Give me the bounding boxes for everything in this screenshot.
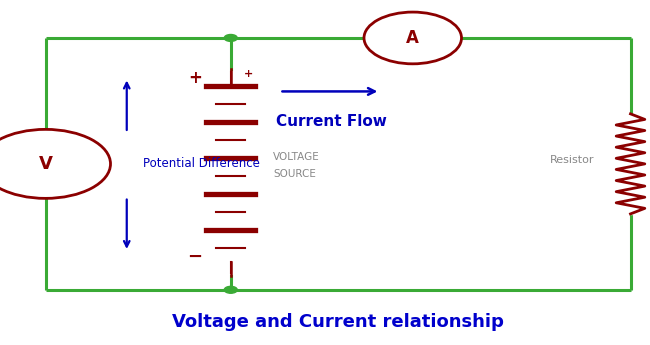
Circle shape: [224, 286, 237, 293]
Text: +: +: [188, 69, 202, 87]
Circle shape: [224, 34, 237, 41]
Text: VOLTAGE: VOLTAGE: [273, 152, 320, 162]
Text: Current Flow: Current Flow: [276, 114, 387, 129]
Circle shape: [364, 12, 462, 64]
Text: Resistor: Resistor: [551, 156, 595, 165]
Text: V: V: [38, 155, 53, 173]
Circle shape: [0, 129, 111, 198]
Text: Potential Difference: Potential Difference: [143, 157, 260, 170]
Text: Voltage and Current relationship: Voltage and Current relationship: [172, 313, 504, 331]
Text: A: A: [406, 29, 419, 47]
Text: +: +: [244, 69, 254, 79]
Text: SOURCE: SOURCE: [273, 169, 316, 179]
Text: −: −: [187, 248, 203, 266]
